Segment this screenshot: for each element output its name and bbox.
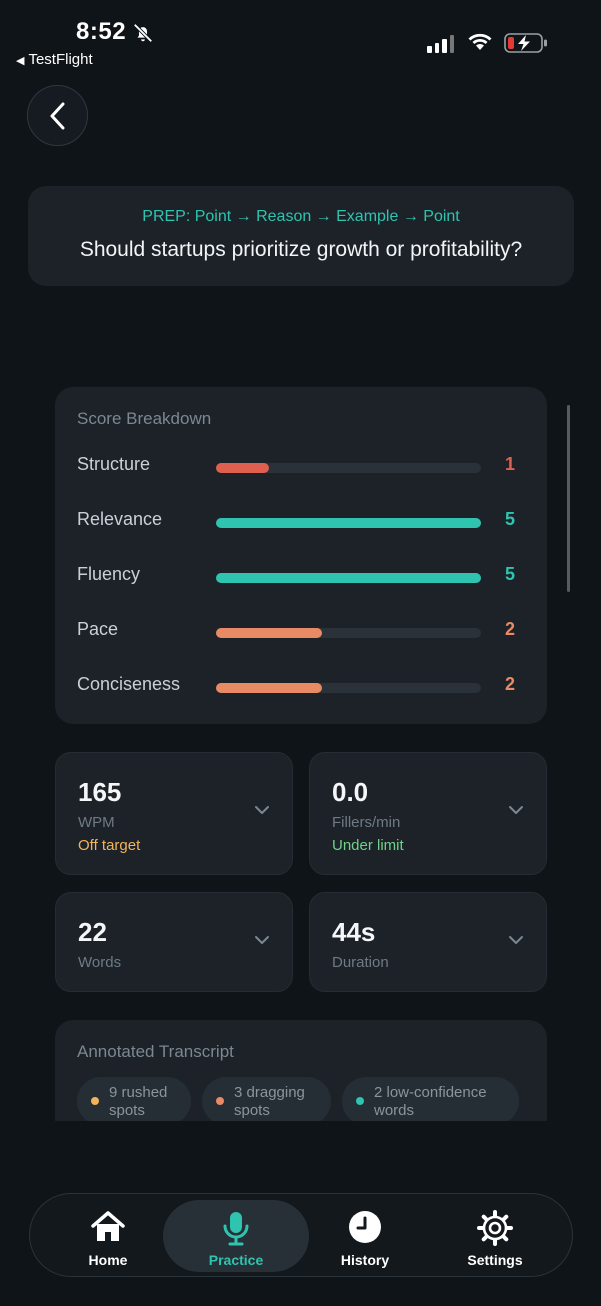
metric-status: Off target xyxy=(78,837,141,854)
back-app-label: TestFlight xyxy=(28,51,93,68)
chip-low-confidence-words[interactable]: 2 low-confidence words xyxy=(342,1077,519,1121)
score-fill xyxy=(216,518,481,528)
back-triangle-icon: ◀ xyxy=(16,55,25,67)
gear-icon xyxy=(477,1210,513,1246)
metric-value: 0.0 xyxy=(332,777,369,807)
chevron-down-icon[interactable] xyxy=(254,805,270,815)
metric-status: Under limit xyxy=(332,837,404,854)
back-to-app-link[interactable]: ◀ TestFlight xyxy=(16,51,93,68)
transcript-title: Annotated Transcript xyxy=(77,1042,234,1061)
house-icon xyxy=(91,1211,125,1241)
chevron-left-icon xyxy=(50,102,64,129)
chip-rushed-spots[interactable]: 9 rushed spots xyxy=(77,1077,191,1121)
metric-card-wpm[interactable]: 165 WPM Off target xyxy=(55,752,293,875)
chip-dot xyxy=(216,1097,224,1105)
score-label: Pace xyxy=(77,619,119,639)
metric-value: 165 xyxy=(78,777,122,807)
battery-charging-icon xyxy=(504,33,547,53)
scroll-indicator[interactable] xyxy=(567,405,570,592)
metric-label: Words xyxy=(78,954,122,971)
metric-card-words[interactable]: 22 Words xyxy=(55,892,293,992)
score-row-relevance: Relevance 5 xyxy=(55,505,547,535)
score-row-pace: Pace 2 xyxy=(55,615,547,645)
cellular-signal-icon xyxy=(427,33,454,53)
tab-label: Practice xyxy=(208,1252,264,1268)
chip-dragging-spots[interactable]: 3 dragging spots xyxy=(202,1077,331,1121)
score-track xyxy=(216,463,481,473)
score-breakdown-card: Score Breakdown Structure 1 Relevance 5 … xyxy=(55,387,547,724)
score-fill xyxy=(216,463,269,473)
clock-icon xyxy=(349,1211,381,1243)
chip-line1: 3 dragging xyxy=(234,1084,305,1101)
chip-line1: 2 low-confidence xyxy=(374,1084,487,1101)
wifi-icon xyxy=(468,33,492,50)
score-value: 5 xyxy=(505,509,516,529)
chevron-down-icon[interactable] xyxy=(508,935,524,945)
bottom-tab-bar: Home Practice History xyxy=(29,1193,573,1277)
microphone-icon xyxy=(223,1212,249,1246)
tab-label: Home xyxy=(88,1252,128,1268)
tab-practice[interactable]: Practice xyxy=(163,1200,309,1272)
prompt-question: Should startups prioritize growth or pro… xyxy=(79,238,523,261)
score-breakdown-title: Score Breakdown xyxy=(77,409,212,428)
chip-line2: words xyxy=(374,1102,415,1119)
score-row-fluency: Fluency 5 xyxy=(55,560,547,590)
chip-line2: spots xyxy=(234,1102,270,1119)
score-row-structure: Structure 1 xyxy=(55,450,547,480)
score-value: 1 xyxy=(505,454,516,474)
bell-off-icon xyxy=(133,23,153,43)
chip-dot xyxy=(91,1097,99,1105)
chevron-down-icon[interactable] xyxy=(508,805,524,815)
metric-value: 44s xyxy=(332,917,376,947)
score-track xyxy=(216,518,481,528)
score-value: 2 xyxy=(505,619,516,639)
metric-card-duration[interactable]: 44s Duration xyxy=(309,892,547,992)
metric-card-fillers[interactable]: 0.0 Fillers/min Under limit xyxy=(309,752,547,875)
score-label: Relevance xyxy=(77,509,163,529)
score-label: Fluency xyxy=(77,564,141,584)
status-time: 8:52 xyxy=(76,18,127,45)
score-fill xyxy=(216,628,322,638)
chip-line2: spots xyxy=(109,1102,145,1119)
chevron-down-icon[interactable] xyxy=(254,935,270,945)
chip-line1: 9 rushed xyxy=(109,1084,168,1101)
score-row-conciseness: Conciseness 2 xyxy=(55,670,547,700)
tab-label: Settings xyxy=(467,1252,523,1268)
score-value: 5 xyxy=(505,564,516,584)
score-label: Structure xyxy=(77,454,151,474)
tab-history[interactable]: History xyxy=(300,1200,430,1272)
tab-label: History xyxy=(340,1252,390,1268)
chip-dot xyxy=(356,1097,364,1105)
score-value: 2 xyxy=(505,674,516,694)
score-fill xyxy=(216,683,322,693)
prompt-framework: PREP: Point → Reason → Example → Point xyxy=(142,208,460,225)
score-track xyxy=(216,683,481,693)
score-track xyxy=(216,628,481,638)
metric-label: WPM xyxy=(78,814,115,831)
score-track xyxy=(216,573,481,583)
back-button[interactable] xyxy=(27,85,88,146)
tab-home[interactable]: Home xyxy=(43,1200,173,1272)
prompt-card: PREP: Point → Reason → Example → Point S… xyxy=(28,186,574,286)
tab-settings[interactable]: Settings xyxy=(430,1200,560,1272)
metric-label: Duration xyxy=(332,954,389,971)
metric-label: Fillers/min xyxy=(332,814,401,831)
score-label: Conciseness xyxy=(77,674,181,694)
metric-value: 22 xyxy=(78,917,107,947)
score-fill xyxy=(216,573,481,583)
annotated-transcript-card: Annotated Transcript 9 rushed spots 3 dr… xyxy=(55,1020,547,1121)
